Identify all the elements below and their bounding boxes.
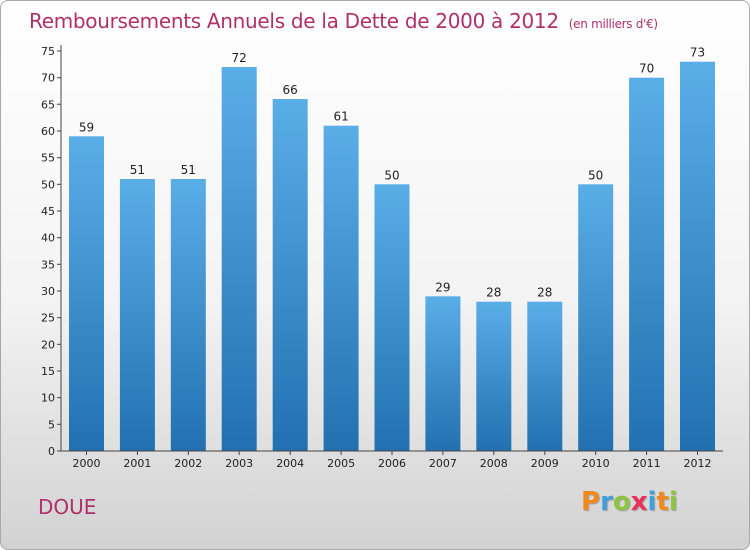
- x-tick-label-2004: 2004: [276, 457, 304, 470]
- y-tick-label-0: 0: [48, 445, 55, 458]
- chart-title-text: Remboursements Annuels de la Dette de 20…: [29, 9, 559, 33]
- x-tick-label-2010: 2010: [582, 457, 610, 470]
- x-tick-label-2001: 2001: [123, 457, 151, 470]
- data-label-2011: 70: [639, 62, 654, 76]
- logo-letter: o: [612, 487, 631, 517]
- bar-2012: [680, 61, 715, 451]
- logo-letter: r: [600, 487, 613, 517]
- data-label-2004: 66: [283, 83, 298, 97]
- y-tick-label-55: 55: [41, 152, 55, 165]
- x-tick-label-2008: 2008: [480, 457, 508, 470]
- y-tick-label-25: 25: [41, 312, 55, 325]
- x-tick-label-2006: 2006: [378, 457, 406, 470]
- data-label-2008: 28: [486, 286, 501, 300]
- y-tick-label-45: 45: [41, 205, 55, 218]
- bar-2006: [374, 184, 410, 452]
- bar-2003: [221, 67, 257, 451]
- data-label-2005: 61: [333, 110, 348, 124]
- y-tick-label-35: 35: [41, 258, 55, 271]
- data-label-2003: 72: [232, 51, 247, 65]
- bar-2000: [69, 136, 104, 452]
- data-label-2007: 29: [435, 280, 450, 294]
- bar-2007: [425, 296, 461, 451]
- data-label-2006: 50: [384, 168, 399, 182]
- bar-2011: [629, 77, 665, 451]
- bar-2009: [527, 301, 563, 451]
- logo-letter: P: [581, 487, 601, 517]
- x-tick-label-2003: 2003: [225, 457, 253, 470]
- bars-group: 59 51 51 72 66 61 50 29 28 28 50 70 73: [69, 46, 715, 452]
- data-label-2000: 59: [79, 120, 94, 134]
- y-tick-label-65: 65: [41, 98, 55, 111]
- chart-unit-note: (en milliers d'€): [568, 17, 658, 31]
- x-tick-label-2002: 2002: [174, 457, 202, 470]
- y-tick-label-40: 40: [41, 232, 55, 245]
- data-label-2002: 51: [181, 163, 196, 177]
- proxiti-logo: Proxiti: [581, 487, 678, 517]
- logo-letter: x: [630, 487, 648, 517]
- y-tick-label-5: 5: [48, 418, 55, 431]
- logo-letter: i: [668, 487, 678, 517]
- chart-title: Remboursements Annuels de la Dette de 20…: [29, 9, 658, 33]
- logo-letter: i: [647, 487, 657, 517]
- data-label-2010: 50: [588, 168, 603, 182]
- bar-2008: [476, 301, 512, 451]
- data-label-2001: 51: [130, 163, 145, 177]
- logo-letter: t: [656, 487, 669, 517]
- data-label-2009: 28: [537, 286, 552, 300]
- bar-2002: [170, 179, 206, 451]
- x-tick-label-2005: 2005: [327, 457, 355, 470]
- y-tick-label-10: 10: [41, 392, 55, 405]
- x-tick-label-2012: 2012: [684, 457, 712, 470]
- y-tick-label-70: 70: [41, 72, 55, 85]
- x-tick-label-2011: 2011: [633, 457, 661, 470]
- bar-2010: [578, 184, 614, 452]
- x-tick-label-2000: 2000: [73, 457, 101, 470]
- x-tick-label-2009: 2009: [531, 457, 559, 470]
- data-label-2012: 73: [690, 46, 705, 60]
- bar-2005: [323, 125, 359, 451]
- axes-group: 2000 2001 2002 2003 2004 2005 2006 2007 2008 2009…: [41, 45, 723, 470]
- bar-2004: [272, 99, 308, 451]
- x-tick-label-2007: 2007: [429, 457, 457, 470]
- y-tick-label-50: 50: [41, 178, 55, 191]
- commune-name: DOUE: [38, 495, 97, 519]
- y-tick-label-30: 30: [41, 285, 55, 298]
- y-tick-label-75: 75: [41, 45, 55, 58]
- y-tick-label-15: 15: [41, 365, 55, 378]
- y-tick-label-20: 20: [41, 338, 55, 351]
- bar-2001: [119, 179, 155, 451]
- y-tick-label-60: 60: [41, 125, 55, 138]
